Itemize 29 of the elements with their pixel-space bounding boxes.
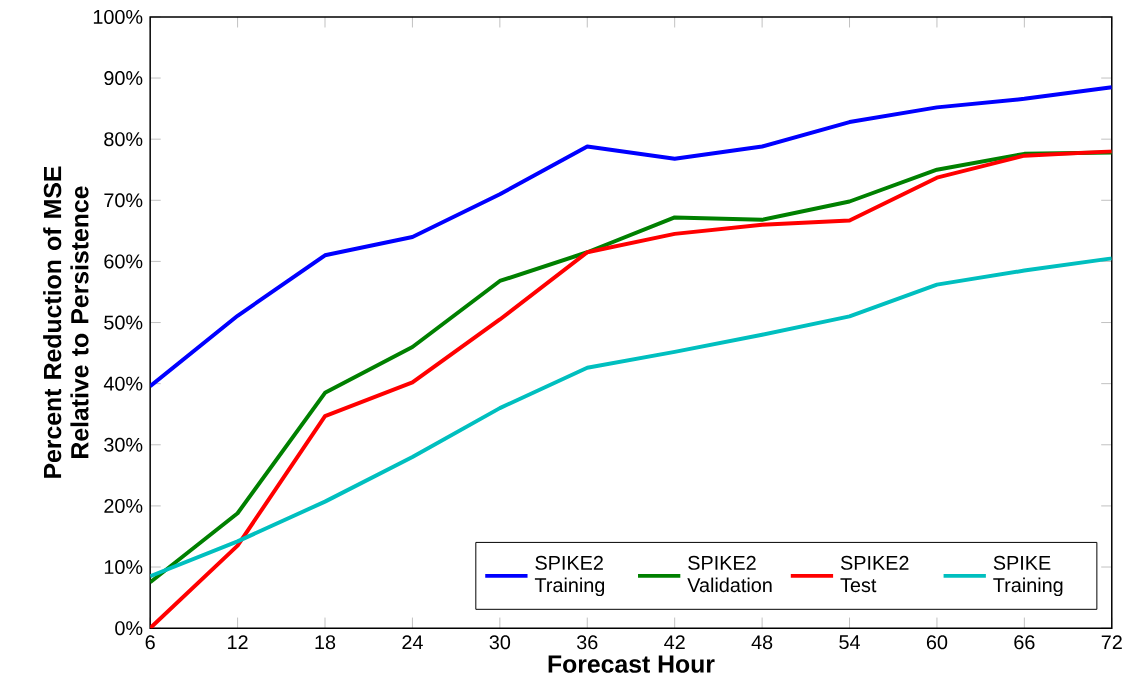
y-tick-label: 70%	[104, 193, 143, 208]
x-tick-label: 18	[315, 635, 336, 650]
y-tick-label: 10%	[104, 559, 143, 575]
x-tick-label: 42	[664, 635, 685, 650]
x-tick-label: 24	[402, 635, 423, 650]
y-tick-label: 50%	[104, 315, 143, 330]
x-tick-label: 72	[1101, 635, 1122, 650]
legend-label: SPIKE2 Test	[840, 555, 909, 593]
y-tick-label: 60%	[104, 254, 143, 269]
y-tick-label: 100%	[93, 9, 143, 24]
y-tick-label: 80%	[104, 132, 143, 147]
legend-label: SPIKE2 Validation	[687, 555, 772, 593]
x-tick-label: 30	[489, 635, 511, 650]
y-tick-label: 20%	[104, 498, 143, 513]
x-tick-label: 60	[926, 635, 948, 650]
y-axis-title: Percent Reduction of MSE Relative to Persistence	[43, 166, 89, 478]
legend-label: SPIKE Training	[993, 555, 1063, 597]
y-tick-label: 90%	[104, 70, 143, 86]
x-tick-label: 66	[1014, 635, 1035, 650]
x-tick-label: 54	[839, 635, 860, 650]
x-tick-label: 48	[751, 635, 773, 650]
y-tick-label: 40%	[103, 376, 143, 391]
x-axis-title: Forecast Hour	[548, 655, 715, 673]
y-tick-label: 0%	[115, 621, 143, 636]
legend-label: SPIKE2 Training	[534, 555, 605, 597]
x-tick-label: 6	[145, 635, 155, 650]
x-tick-label: 12	[228, 635, 248, 650]
x-tick-label: 36	[576, 635, 598, 650]
y-tick-label: 30%	[104, 437, 143, 452]
